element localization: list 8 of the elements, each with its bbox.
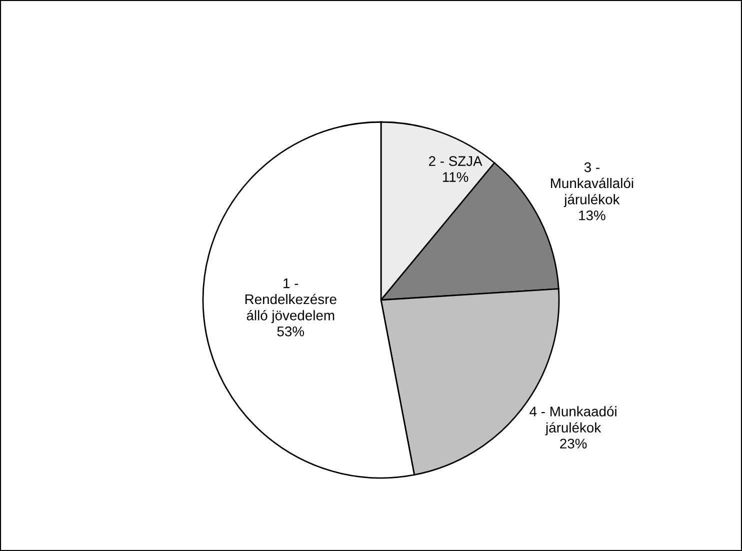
data-label: 53%	[277, 326, 304, 336]
slice-label: 2 - SZJA	[428, 156, 482, 166]
data-label: 11%	[442, 172, 468, 182]
slice-label: 4 - Munkaadói járulékok	[530, 406, 616, 436]
data-label: 23%	[560, 438, 587, 449]
slice-label: 1 - Rendelkezésre álló jövedelem	[245, 278, 336, 324]
data-label: 13%	[579, 210, 606, 220]
slice-label: 3 - Munkavállalói járulékok	[551, 162, 634, 208]
